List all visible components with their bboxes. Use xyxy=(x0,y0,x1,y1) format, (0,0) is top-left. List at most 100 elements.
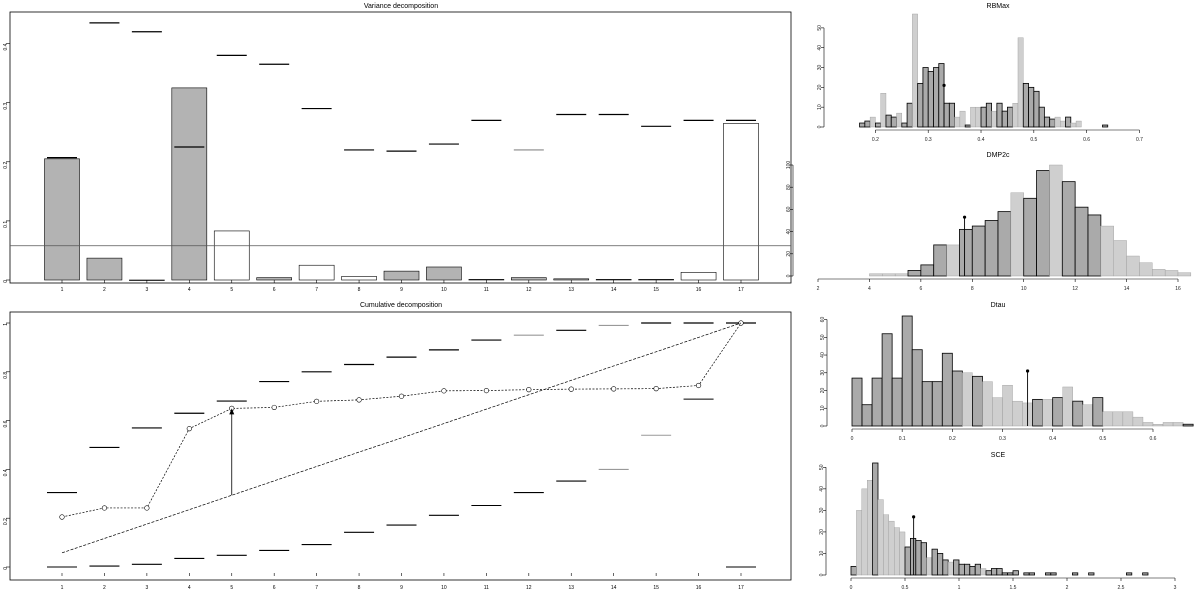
y-tick-label: 0.4 xyxy=(3,469,9,476)
histogram-bar xyxy=(1001,572,1009,576)
histogram-bar xyxy=(980,568,987,576)
y-tick-label: 0.2 xyxy=(3,162,9,169)
histogram-bar xyxy=(901,122,908,128)
histogram-bar xyxy=(969,565,976,576)
variance-bar xyxy=(298,264,335,281)
cumulative-point xyxy=(271,404,277,411)
x-tick-label: 1 xyxy=(61,287,64,293)
observed-value-marker xyxy=(962,215,967,219)
histogram-bar xyxy=(917,82,924,128)
x-tick-label: 8 xyxy=(358,287,361,293)
histogram-bar xyxy=(1075,120,1082,128)
histogram-bar xyxy=(996,568,1003,576)
cumulative-point xyxy=(101,505,108,511)
y-tick-label: 20 xyxy=(786,251,792,257)
y-tick-label: 100 xyxy=(786,161,792,170)
histogram-bar xyxy=(964,563,971,576)
histogram-bar xyxy=(899,531,906,576)
histogram-bar xyxy=(1072,400,1084,427)
y-tick-label: 80 xyxy=(786,184,792,190)
histogram-bar xyxy=(1132,416,1144,427)
histogram-bar xyxy=(1028,572,1035,576)
histogram-bar xyxy=(1012,103,1019,128)
histogram-bar xyxy=(931,381,943,427)
variance-bar xyxy=(638,279,674,281)
variance-decomposition-panel: Variance decomposition 00.10.20.30.41 2 3 4… xyxy=(3,3,792,293)
y-tick-label: 0 xyxy=(819,573,825,576)
dmp2c-title: DMP2c xyxy=(987,152,1010,159)
histogram-bar xyxy=(920,264,935,277)
cumulative-point xyxy=(483,387,489,394)
histogram-bar xyxy=(880,93,887,128)
histogram-bar xyxy=(1082,404,1094,427)
histogram-bar xyxy=(1177,272,1192,277)
x-tick-label: 6 xyxy=(273,585,276,591)
histogram-bar xyxy=(869,116,876,128)
histogram-bar xyxy=(991,568,998,576)
histogram-bar xyxy=(864,120,871,128)
histogram-bar xyxy=(1012,570,1019,576)
histogram-bar xyxy=(954,116,961,128)
y-tick-label: 30 xyxy=(817,65,823,71)
x-tick-label: 2.5 xyxy=(1118,585,1125,591)
x-tick-label: 15 xyxy=(653,287,659,293)
histogram-bar xyxy=(859,122,866,128)
histogram-bar xyxy=(958,563,965,576)
x-tick-label: 16 xyxy=(1175,286,1181,292)
histogram-bar xyxy=(871,377,883,427)
x-tick-label: 0.5 xyxy=(1030,137,1037,143)
histogram-bar xyxy=(1060,120,1066,128)
histogram-bar xyxy=(904,546,911,576)
histogram-bar xyxy=(985,102,992,128)
histogram-bar xyxy=(877,499,884,576)
histogram-bar xyxy=(1032,398,1044,427)
y-tick-label: 10 xyxy=(819,550,825,556)
histogram-bar xyxy=(984,220,999,277)
gap-arrowhead xyxy=(229,408,235,415)
y-tick-label: 0.2 xyxy=(3,518,9,525)
x-tick-label: 7 xyxy=(315,287,318,293)
histogram-bar xyxy=(906,102,913,128)
histogram-bar xyxy=(991,110,998,128)
histogram-bar xyxy=(1182,423,1194,427)
observed-value-marker xyxy=(942,83,946,87)
histogram-bar xyxy=(1072,572,1079,576)
x-tick-label: 8 xyxy=(971,286,974,292)
histogram-bar xyxy=(937,553,944,576)
cumulative-decomposition-title: Cumulative decomposition xyxy=(360,302,442,309)
histogram-bar xyxy=(1062,386,1073,427)
x-tick-label: 5 xyxy=(230,287,233,293)
variance-bar xyxy=(383,270,420,281)
x-tick-label: 14 xyxy=(611,585,617,591)
x-tick-label: 4 xyxy=(188,287,191,293)
x-tick-label: 12 xyxy=(526,287,532,293)
x-tick-label: 2 xyxy=(1066,585,1069,591)
cumulative-series-line xyxy=(61,322,742,518)
x-tick-label: 8 xyxy=(358,585,361,591)
dtau-histogram-panel: Dtau 0 0.1 0.2 0.3 0.4 0.5 0.6 0 10 20 30 40 50 60 xyxy=(820,302,1194,442)
x-tick-label: 6 xyxy=(919,286,922,292)
histogram-bar xyxy=(1038,106,1045,128)
variance-bar xyxy=(680,272,717,281)
y-tick-label: 60 xyxy=(820,317,826,323)
histogram-bar xyxy=(927,71,934,128)
histogram-bar xyxy=(888,520,895,576)
histogram-bar xyxy=(1042,399,1053,427)
histogram-bar xyxy=(1002,384,1013,427)
histogram-bar xyxy=(1164,270,1179,277)
x-tick-label: 3 xyxy=(145,287,148,293)
histogram-bar xyxy=(1152,424,1164,427)
y-tick-label: 20 xyxy=(820,388,826,394)
y-tick-label: 0.8 xyxy=(3,372,9,379)
histogram-bar xyxy=(1036,170,1050,277)
histogram-bar xyxy=(943,102,950,128)
histogram-bar xyxy=(997,211,1012,277)
histogram-bar xyxy=(941,352,953,427)
histogram-bar xyxy=(856,510,863,576)
x-tick-label: 12 xyxy=(1072,286,1078,292)
cumulative-point xyxy=(526,387,532,393)
histogram-bar xyxy=(1022,82,1029,128)
histogram-bar xyxy=(1112,411,1124,427)
histogram-bar xyxy=(915,540,922,576)
cumulative-point xyxy=(398,393,405,399)
